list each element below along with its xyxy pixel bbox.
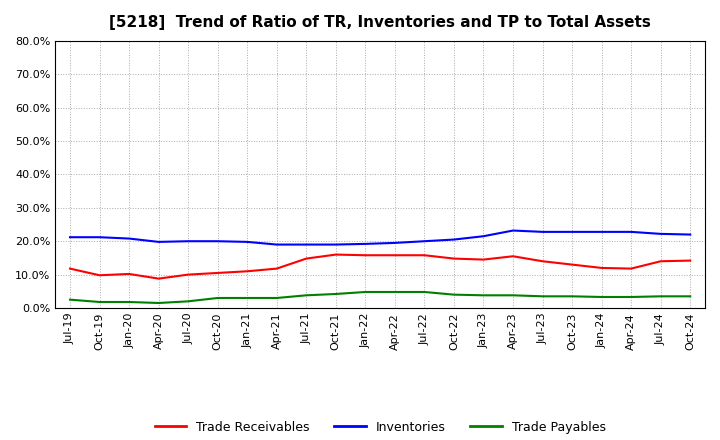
Inventories xyxy=(420,238,428,244)
Trade Receivables xyxy=(95,273,104,278)
Inventories xyxy=(66,235,74,240)
Trade Payables xyxy=(95,299,104,304)
Trade Receivables xyxy=(568,262,577,267)
Trade Receivables xyxy=(598,265,606,271)
Inventories xyxy=(331,242,340,247)
Trade Payables xyxy=(686,293,695,299)
Inventories xyxy=(686,232,695,237)
Trade Payables xyxy=(184,299,192,304)
Inventories xyxy=(154,239,163,245)
Line: Trade Payables: Trade Payables xyxy=(70,292,690,303)
Inventories xyxy=(361,241,369,246)
Inventories xyxy=(480,234,488,239)
Trade Receivables xyxy=(302,256,310,261)
Trade Payables xyxy=(627,294,636,300)
Inventories xyxy=(272,242,281,247)
Trade Receivables xyxy=(213,270,222,275)
Trade Receivables xyxy=(154,276,163,281)
Trade Payables xyxy=(539,293,547,299)
Trade Payables xyxy=(125,299,133,304)
Inventories xyxy=(302,242,310,247)
Trade Receivables xyxy=(184,272,192,277)
Inventories xyxy=(390,240,399,246)
Trade Receivables xyxy=(243,269,251,274)
Inventories xyxy=(657,231,665,237)
Inventories xyxy=(213,238,222,244)
Trade Payables xyxy=(480,293,488,298)
Trade Payables xyxy=(509,293,518,298)
Trade Payables xyxy=(66,297,74,302)
Trade Payables xyxy=(598,294,606,300)
Trade Payables xyxy=(154,301,163,306)
Line: Inventories: Inventories xyxy=(70,231,690,245)
Inventories xyxy=(95,235,104,240)
Trade Receivables xyxy=(509,253,518,259)
Trade Payables xyxy=(213,295,222,301)
Trade Payables xyxy=(361,290,369,295)
Inventories xyxy=(509,228,518,233)
Trade Receivables xyxy=(331,252,340,257)
Inventories xyxy=(598,229,606,235)
Inventories xyxy=(539,229,547,235)
Trade Receivables xyxy=(420,253,428,258)
Legend: Trade Receivables, Inventories, Trade Payables: Trade Receivables, Inventories, Trade Pa… xyxy=(150,416,611,439)
Trade Receivables xyxy=(657,259,665,264)
Trade Payables xyxy=(568,293,577,299)
Trade Receivables xyxy=(125,271,133,277)
Trade Payables xyxy=(420,290,428,295)
Trade Payables xyxy=(657,293,665,299)
Inventories xyxy=(184,238,192,244)
Trade Receivables xyxy=(539,259,547,264)
Trade Payables xyxy=(243,295,251,301)
Inventories xyxy=(568,229,577,235)
Trade Payables xyxy=(390,290,399,295)
Inventories xyxy=(125,236,133,241)
Trade Receivables xyxy=(272,266,281,271)
Inventories xyxy=(243,239,251,245)
Inventories xyxy=(627,229,636,235)
Trade Payables xyxy=(331,291,340,297)
Trade Receivables xyxy=(361,253,369,258)
Trade Receivables xyxy=(480,257,488,262)
Trade Receivables xyxy=(449,256,458,261)
Trade Payables xyxy=(449,292,458,297)
Title: [5218]  Trend of Ratio of TR, Inventories and TP to Total Assets: [5218] Trend of Ratio of TR, Inventories… xyxy=(109,15,651,30)
Line: Trade Receivables: Trade Receivables xyxy=(70,255,690,279)
Inventories xyxy=(449,237,458,242)
Trade Payables xyxy=(302,293,310,298)
Trade Payables xyxy=(272,295,281,301)
Trade Receivables xyxy=(686,258,695,263)
Trade Receivables xyxy=(66,266,74,271)
Trade Receivables xyxy=(627,266,636,271)
Trade Receivables xyxy=(390,253,399,258)
